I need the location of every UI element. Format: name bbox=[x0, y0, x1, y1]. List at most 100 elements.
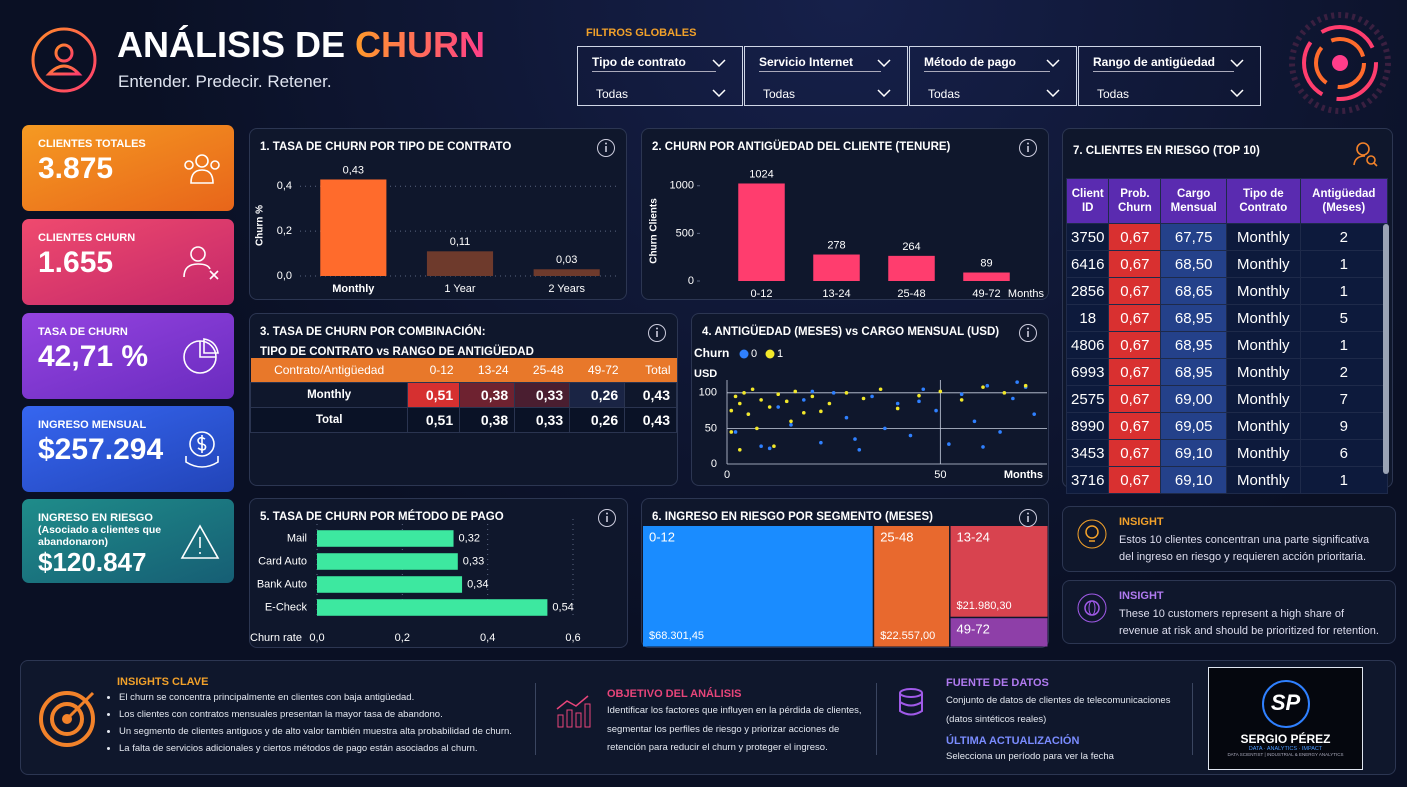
table-cell: 1 bbox=[1299, 250, 1389, 278]
footer-title: OBJETIVO DEL ANÁLISIS bbox=[607, 688, 742, 700]
scatter-point bbox=[755, 426, 759, 431]
table-cell: 1 bbox=[1299, 466, 1389, 494]
filters-title: FILTROS GLOBALES bbox=[586, 27, 697, 39]
column-header: Antigüedad (Meses) bbox=[1299, 178, 1389, 224]
y-tick-label: Card Auto bbox=[258, 555, 307, 567]
chart-panel: 6. INGRESO EN RIESGO POR SEGMENTO (MESES… bbox=[641, 498, 1049, 648]
info-dot bbox=[606, 512, 608, 515]
table-cell: Monthly bbox=[1226, 439, 1301, 467]
x-axis-label: Months bbox=[1004, 469, 1043, 481]
info-icon[interactable] bbox=[1018, 138, 1038, 158]
info-icon[interactable] bbox=[1018, 508, 1038, 528]
icon-shape bbox=[199, 341, 216, 358]
scatter-point bbox=[831, 391, 836, 395]
scatter-point bbox=[810, 389, 815, 394]
table-row: 3716 0,67 69,10 Monthly 1 bbox=[1065, 466, 1389, 494]
insight-text: These 10 customers represent a high shar… bbox=[1119, 608, 1379, 637]
info-icon[interactable] bbox=[647, 323, 667, 343]
table-cell: 0,67 bbox=[1108, 385, 1162, 413]
chart-title: 4. ANTIGÜEDAD (MESES) vs CARGO MENSUAL (… bbox=[702, 326, 1000, 338]
info-icon[interactable] bbox=[1018, 323, 1038, 343]
x-tick-label: 0,4 bbox=[480, 632, 495, 644]
column-header[interactable]: Prob. Churn bbox=[1108, 178, 1162, 224]
scrollbar[interactable] bbox=[1383, 224, 1389, 474]
x-tick-label: 0,0 bbox=[309, 632, 324, 644]
y-tick-label: 0 bbox=[688, 275, 694, 287]
x-tick-label: Monthly bbox=[332, 283, 375, 295]
table-cell: 68,95 bbox=[1160, 304, 1228, 332]
value-label: 0,43 bbox=[343, 164, 364, 176]
icon-shape bbox=[185, 456, 219, 468]
scatter-point bbox=[998, 430, 1002, 434]
scatter-point bbox=[1015, 380, 1019, 384]
kpi-label: INGRESO MENSUAL bbox=[38, 419, 147, 431]
footer-text: Identificar los factores que influyen en… bbox=[607, 705, 862, 753]
table-row: 6993 0,67 68,95 Monthly 2 bbox=[1065, 358, 1389, 386]
filter-dropdown[interactable]: Servicio Internet Todas bbox=[744, 46, 908, 106]
info-dot bbox=[1027, 142, 1029, 145]
filter-dropdown[interactable]: Rango de antigüedad Todas bbox=[1078, 46, 1261, 106]
column-header: 25-48 bbox=[514, 358, 570, 383]
chevron bbox=[1046, 89, 1060, 97]
scatter-point bbox=[917, 393, 921, 398]
filter-dropdown[interactable]: Método de pago Todas bbox=[909, 46, 1077, 106]
value-label: 0,54 bbox=[552, 601, 573, 613]
header-row: Contrato/Antigüedad 0-12 13-24 25-48 49-72 To… bbox=[250, 358, 677, 383]
x-tick-label: 1 Year bbox=[444, 283, 476, 295]
scatter-point bbox=[819, 409, 823, 414]
title-accent: CHURN bbox=[355, 24, 486, 65]
table-cell: 0,33 bbox=[514, 407, 571, 433]
filter-value: Todas bbox=[928, 87, 961, 101]
brand-gauge-icon bbox=[1289, 12, 1391, 114]
divider bbox=[535, 683, 536, 755]
table-cell: Monthly bbox=[1226, 331, 1301, 359]
treemap-label: 25-48 bbox=[880, 529, 913, 544]
table-cell: 0,43 bbox=[624, 382, 677, 408]
chevron-icon bbox=[1046, 89, 1060, 97]
kpi-icon bbox=[183, 246, 219, 280]
x-tick-label: 0-12 bbox=[750, 288, 772, 299]
table-cell: Monthly bbox=[249, 382, 409, 408]
table-row: 18 0,67 68,95 Monthly 5 bbox=[1065, 304, 1389, 332]
table-cell: 68,95 bbox=[1160, 358, 1228, 386]
scatter-point bbox=[972, 419, 977, 424]
scatter-point bbox=[947, 442, 951, 446]
target-icon bbox=[39, 691, 95, 747]
table-cell: 0,67 bbox=[1108, 358, 1162, 386]
chart-panel: 2. CHURN POR ANTIGÜEDAD DEL CLIENTE (TEN… bbox=[641, 128, 1049, 300]
x-axis-label: Churn rate bbox=[250, 632, 302, 644]
scatter-point bbox=[733, 430, 738, 434]
globe-icon bbox=[1077, 593, 1107, 623]
table-cell: 1 bbox=[1299, 331, 1389, 359]
legend-swatch bbox=[765, 349, 775, 359]
growth-icon bbox=[556, 695, 591, 728]
scatter-point bbox=[767, 446, 772, 451]
bar bbox=[738, 183, 785, 281]
filter-label: Servicio Internet bbox=[759, 55, 881, 72]
chevron-icon bbox=[712, 59, 726, 67]
icon-shape bbox=[203, 338, 219, 354]
legend-title: Churn bbox=[694, 346, 729, 360]
scatter-point bbox=[810, 394, 815, 399]
table-cell: Total bbox=[249, 407, 409, 433]
filter-dropdown[interactable]: Tipo de contrato Todas bbox=[577, 46, 743, 106]
table-cell: 0,67 bbox=[1108, 250, 1162, 278]
table-cell: 69,00 bbox=[1160, 385, 1228, 413]
chevron bbox=[1230, 89, 1244, 97]
scatter-point bbox=[844, 415, 849, 420]
info-icon[interactable] bbox=[596, 138, 616, 158]
bar bbox=[317, 576, 463, 593]
icon-shape bbox=[190, 169, 214, 184]
info-icon[interactable] bbox=[597, 508, 617, 528]
scatter-point bbox=[921, 387, 926, 392]
filter-value: Todas bbox=[763, 87, 796, 101]
x-tick-label: 25-48 bbox=[897, 288, 925, 299]
column-header: Contrato/Antigüedad bbox=[250, 358, 408, 383]
value-label: 278 bbox=[827, 239, 845, 251]
column-header: 0-12 bbox=[407, 358, 460, 383]
y-tick-label: 0,2 bbox=[277, 225, 292, 237]
risk-table: Client ID Prob. Churn Cargo Mensual Tipo de… bbox=[1065, 178, 1389, 494]
insight-title: INSIGHT bbox=[1119, 516, 1164, 528]
title: ANÁLISIS DE CHURN bbox=[117, 24, 485, 66]
scatter-point bbox=[959, 398, 964, 402]
